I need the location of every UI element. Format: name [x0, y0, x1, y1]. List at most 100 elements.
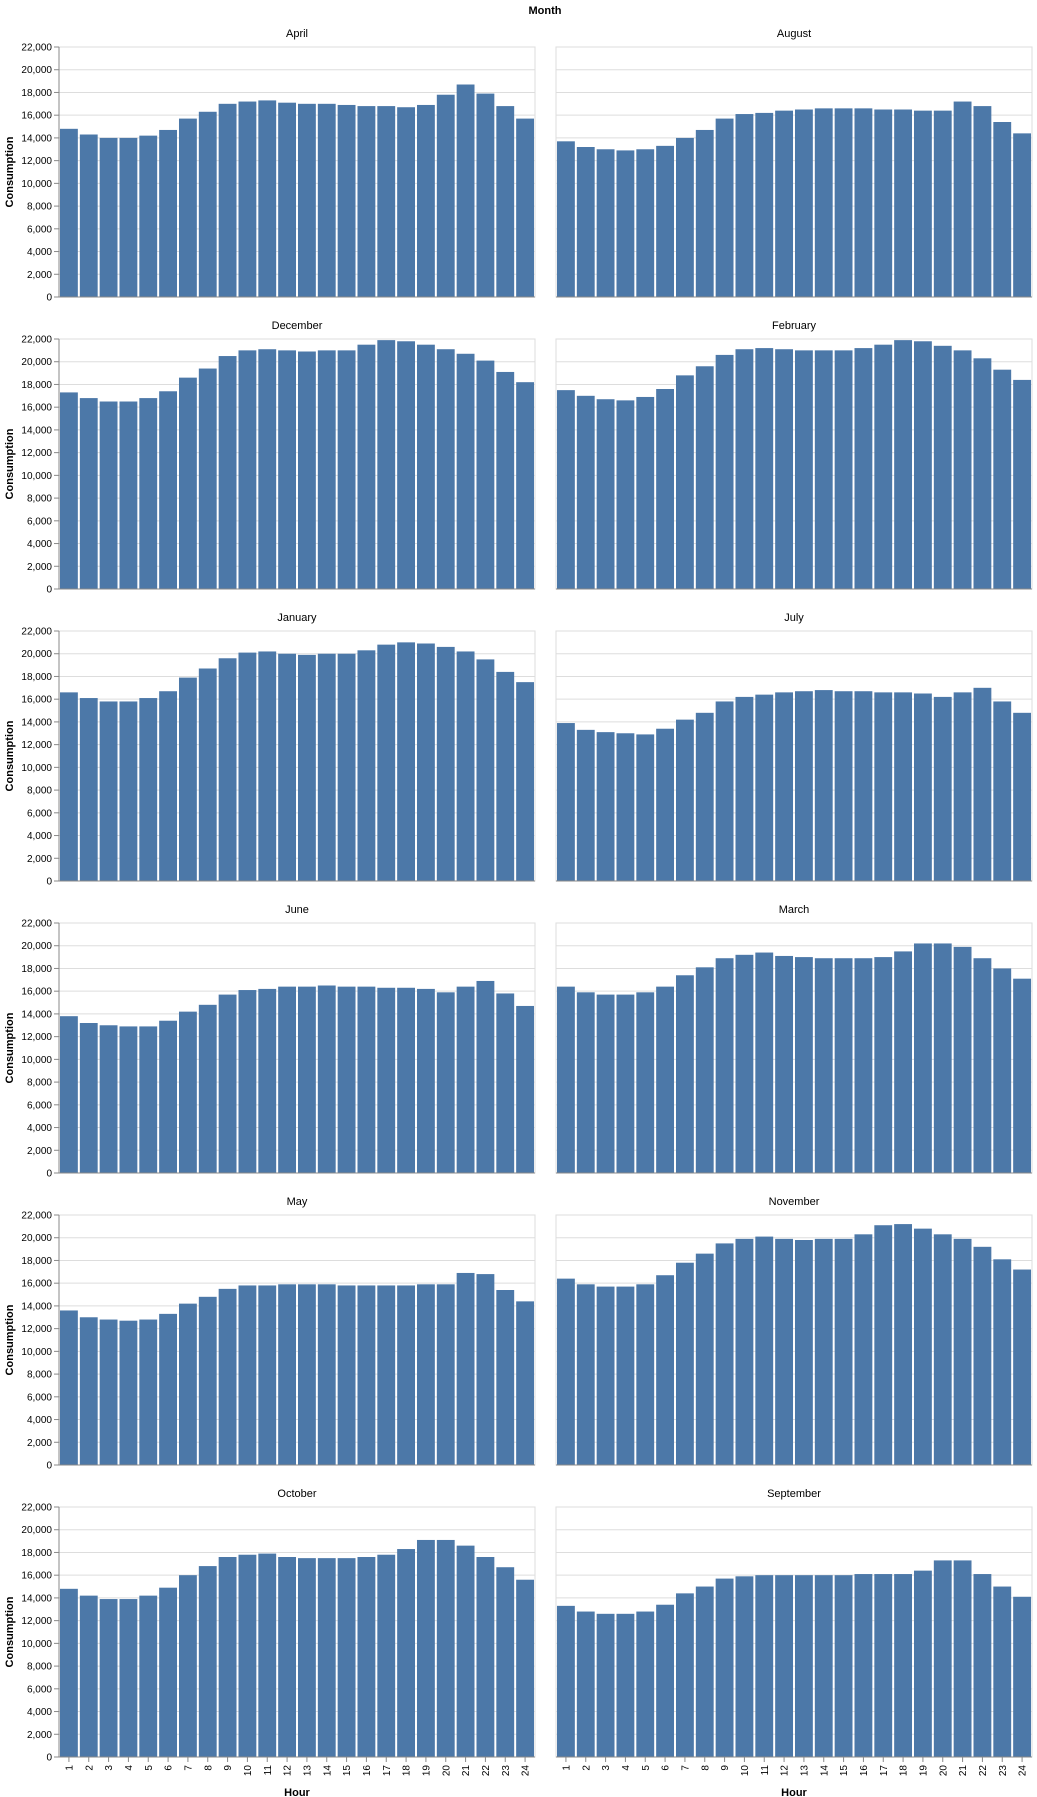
bar-september-hour-24 — [1013, 1596, 1032, 1757]
y-tick-label: 16,000 — [21, 695, 52, 706]
bar-july-hour-6 — [656, 728, 675, 881]
bar-august-hour-8 — [695, 129, 714, 297]
bar-august-hour-2 — [576, 147, 595, 297]
bar-june-hour-19 — [416, 988, 435, 1173]
y-axis-title: Consumption — [4, 1596, 16, 1667]
x-tick-label: 12 — [780, 1765, 791, 1777]
y-axis-title: Consumption — [4, 1012, 16, 1083]
bar-november-hour-20 — [933, 1234, 952, 1465]
y-tick-label: 0 — [46, 585, 52, 596]
y-tick-label: 20,000 — [21, 649, 52, 660]
bar-march-hour-1 — [556, 986, 575, 1173]
bar-january-hour-4 — [119, 701, 138, 881]
bar-november-hour-13 — [794, 1240, 813, 1465]
y-tick-label: 4,000 — [27, 539, 52, 550]
bar-june-hour-22 — [476, 980, 495, 1173]
bar-august-hour-5 — [636, 149, 655, 297]
bar-february-hour-2 — [576, 395, 595, 589]
x-tick-label: 9 — [223, 1765, 234, 1771]
x-tick-label: 7 — [183, 1765, 194, 1771]
x-tick-label: 16 — [859, 1765, 870, 1777]
bar-march-hour-17 — [874, 957, 893, 1173]
bar-september-hour-19 — [913, 1570, 932, 1757]
bar-august-hour-4 — [616, 150, 635, 297]
bar-september-hour-1 — [556, 1605, 575, 1757]
x-tick-label: 16 — [362, 1765, 373, 1777]
bar-december-hour-4 — [119, 401, 138, 589]
bar-march-hour-8 — [695, 967, 714, 1173]
x-tick-label: 20 — [938, 1765, 949, 1777]
bar-april-hour-7 — [178, 118, 197, 297]
bar-november-hour-6 — [656, 1275, 675, 1465]
bar-august-hour-6 — [656, 145, 675, 297]
bar-april-hour-8 — [198, 111, 217, 297]
bar-february-hour-22 — [973, 358, 992, 589]
bar-february-hour-1 — [556, 390, 575, 589]
y-tick-label: 18,000 — [21, 1548, 52, 1559]
x-tick-label: 7 — [680, 1765, 691, 1771]
bar-february-hour-8 — [695, 366, 714, 589]
bar-december-hour-8 — [198, 368, 217, 589]
x-tick-label: 1 — [561, 1765, 572, 1771]
bar-february-hour-16 — [854, 348, 873, 589]
bar-october-hour-20 — [436, 1539, 455, 1757]
y-tick-label: 12,000 — [21, 1324, 52, 1335]
facet-august: August — [555, 28, 1033, 298]
bar-july-hour-12 — [775, 692, 794, 881]
bar-december-hour-12 — [278, 350, 297, 589]
bar-june-hour-3 — [99, 1025, 118, 1173]
bar-july-hour-9 — [715, 701, 734, 881]
bar-november-hour-9 — [715, 1243, 734, 1465]
bar-december-hour-18 — [397, 341, 416, 589]
bar-november-hour-18 — [894, 1224, 913, 1465]
y-tick-label: 2,000 — [27, 854, 52, 865]
bar-july-hour-8 — [695, 712, 714, 881]
bar-july-hour-13 — [794, 691, 813, 881]
x-tick-label: 21 — [461, 1765, 472, 1777]
bar-july-hour-22 — [973, 687, 992, 881]
bar-september-hour-17 — [874, 1574, 893, 1757]
y-tick-label: 10,000 — [21, 1639, 52, 1650]
bar-june-hour-2 — [79, 1023, 98, 1173]
bar-june-hour-21 — [456, 986, 475, 1173]
x-tick-label: 6 — [661, 1765, 672, 1771]
bar-april-hour-1 — [59, 128, 78, 297]
y-axis-title: Consumption — [4, 136, 16, 207]
bar-may-hour-1 — [59, 1310, 78, 1465]
bar-october-hour-10 — [238, 1554, 257, 1757]
bar-february-hour-3 — [596, 399, 615, 589]
bar-january-hour-2 — [79, 698, 98, 881]
bar-april-hour-21 — [456, 84, 475, 297]
bar-september-hour-13 — [794, 1575, 813, 1757]
x-tick-label: 5 — [144, 1765, 155, 1771]
bar-august-hour-10 — [735, 114, 754, 297]
y-tick-label: 2,000 — [27, 1730, 52, 1741]
bar-november-hour-17 — [874, 1225, 893, 1465]
y-tick-label: 20,000 — [21, 941, 52, 952]
bar-july-hour-2 — [576, 729, 595, 881]
bar-december-hour-15 — [337, 350, 356, 589]
bar-january-hour-19 — [416, 643, 435, 881]
bar-february-hour-13 — [794, 350, 813, 589]
bar-october-hour-17 — [377, 1554, 396, 1757]
facet-title-november: November — [769, 1196, 820, 1208]
bar-november-hour-4 — [616, 1286, 635, 1465]
bar-december-hour-9 — [218, 356, 237, 589]
x-tick-label: 18 — [899, 1765, 910, 1777]
x-tick-label: 23 — [501, 1765, 512, 1777]
bar-october-hour-19 — [416, 1539, 435, 1757]
bar-september-hour-10 — [735, 1576, 754, 1757]
bar-november-hour-14 — [814, 1238, 833, 1465]
y-tick-label: 2,000 — [27, 270, 52, 281]
facet-title-october: October — [277, 1488, 316, 1500]
bar-march-hour-16 — [854, 958, 873, 1173]
y-tick-label: 12,000 — [21, 1616, 52, 1627]
y-tick-label: 0 — [46, 1461, 52, 1472]
y-tick-label: 6,000 — [27, 1684, 52, 1695]
bar-january-hour-12 — [278, 653, 297, 881]
facet-title-march: March — [779, 904, 810, 916]
facet-november: November — [555, 1196, 1033, 1466]
x-tick-label: 13 — [302, 1765, 313, 1777]
bar-may-hour-20 — [436, 1284, 455, 1465]
bar-november-hour-19 — [913, 1228, 932, 1465]
